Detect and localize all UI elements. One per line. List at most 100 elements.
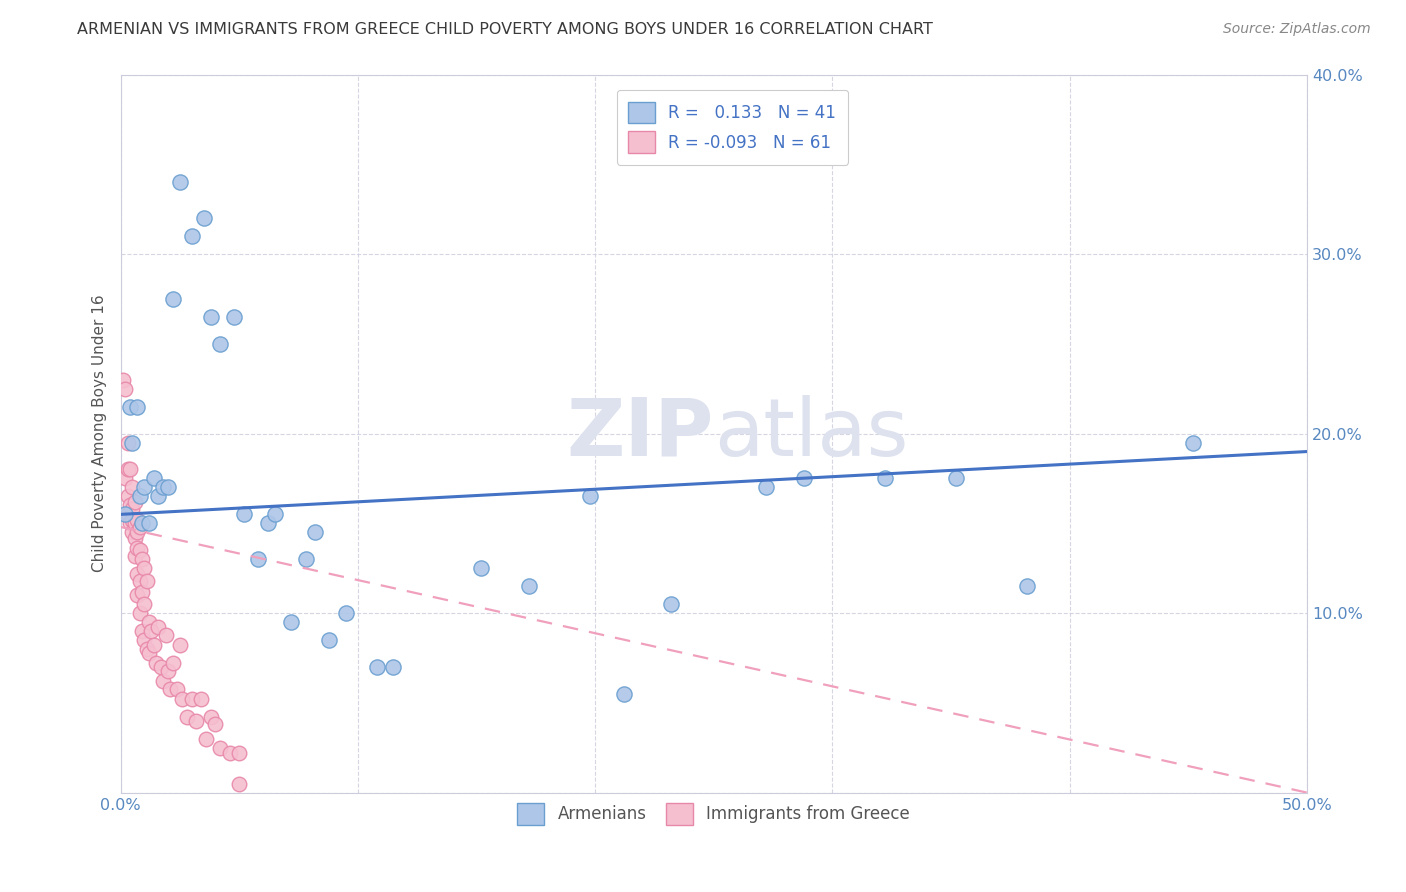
Point <box>128 543 150 558</box>
Point <box>793 471 815 485</box>
Point <box>200 710 222 724</box>
Point <box>247 552 270 566</box>
Text: atlas: atlas <box>714 394 908 473</box>
Point <box>142 639 165 653</box>
Point <box>193 211 215 226</box>
Point <box>228 777 250 791</box>
Point <box>162 292 184 306</box>
Point <box>335 606 357 620</box>
Point <box>127 541 149 556</box>
Point <box>186 714 208 728</box>
Point <box>180 229 202 244</box>
Point <box>873 471 896 485</box>
Point <box>659 597 682 611</box>
Point <box>131 552 153 566</box>
Point <box>128 574 150 588</box>
Y-axis label: Child Poverty Among Boys Under 16: Child Poverty Among Boys Under 16 <box>93 294 107 573</box>
Point <box>294 552 316 566</box>
Point <box>218 746 240 760</box>
Point <box>232 508 254 522</box>
Point <box>134 480 156 494</box>
Point <box>172 692 194 706</box>
Point <box>111 373 134 387</box>
Point <box>121 513 143 527</box>
Point <box>124 531 146 545</box>
Point <box>755 480 778 494</box>
Point <box>517 579 540 593</box>
Point <box>131 584 153 599</box>
Point <box>194 731 217 746</box>
Point <box>263 508 285 522</box>
Point <box>159 681 181 696</box>
Point <box>180 692 202 706</box>
Point <box>127 513 149 527</box>
Point <box>127 566 149 581</box>
Point <box>138 516 160 531</box>
Point <box>204 717 226 731</box>
Point <box>156 664 179 678</box>
Point <box>1182 435 1205 450</box>
Point <box>156 480 179 494</box>
Point <box>127 588 149 602</box>
Point <box>131 624 153 638</box>
Point <box>200 310 222 324</box>
Point <box>138 615 160 629</box>
Point <box>134 561 156 575</box>
Point <box>114 471 136 485</box>
Point <box>155 628 177 642</box>
Point <box>135 574 157 588</box>
Point <box>121 480 143 494</box>
Text: ZIP: ZIP <box>567 394 714 473</box>
Point <box>256 516 278 531</box>
Point <box>228 746 250 760</box>
Point <box>945 471 967 485</box>
Point <box>117 490 139 504</box>
Point <box>118 462 141 476</box>
Point <box>127 400 149 414</box>
Point <box>121 502 143 516</box>
Point <box>118 499 141 513</box>
Point <box>128 606 150 620</box>
Text: ARMENIAN VS IMMIGRANTS FROM GREECE CHILD POVERTY AMONG BOYS UNDER 16 CORRELATION: ARMENIAN VS IMMIGRANTS FROM GREECE CHILD… <box>77 22 934 37</box>
Point <box>124 516 146 531</box>
Point <box>152 674 174 689</box>
Point <box>1017 579 1039 593</box>
Point <box>117 435 139 450</box>
Point <box>142 471 165 485</box>
Point <box>124 549 146 563</box>
Point <box>114 382 136 396</box>
Point <box>209 740 232 755</box>
Point <box>145 657 167 671</box>
Point <box>176 710 198 724</box>
Point <box>162 657 184 671</box>
Point <box>169 639 191 653</box>
Point <box>114 508 136 522</box>
Point <box>166 681 188 696</box>
Point <box>131 516 153 531</box>
Point <box>366 660 388 674</box>
Point <box>149 660 172 674</box>
Point <box>118 516 141 531</box>
Point <box>141 624 163 638</box>
Point <box>135 642 157 657</box>
Point <box>128 490 150 504</box>
Point <box>209 336 232 351</box>
Point <box>138 646 160 660</box>
Point <box>121 525 143 540</box>
Point <box>304 525 326 540</box>
Point <box>318 633 340 648</box>
Point <box>134 633 156 648</box>
Point <box>613 687 636 701</box>
Point <box>148 620 170 634</box>
Point <box>124 495 146 509</box>
Point <box>118 400 141 414</box>
Point <box>121 435 143 450</box>
Point <box>117 508 139 522</box>
Point <box>169 175 191 189</box>
Point <box>127 525 149 540</box>
Text: Source: ZipAtlas.com: Source: ZipAtlas.com <box>1223 22 1371 37</box>
Point <box>190 692 212 706</box>
Point <box>117 462 139 476</box>
Point <box>280 615 302 629</box>
Point <box>224 310 246 324</box>
